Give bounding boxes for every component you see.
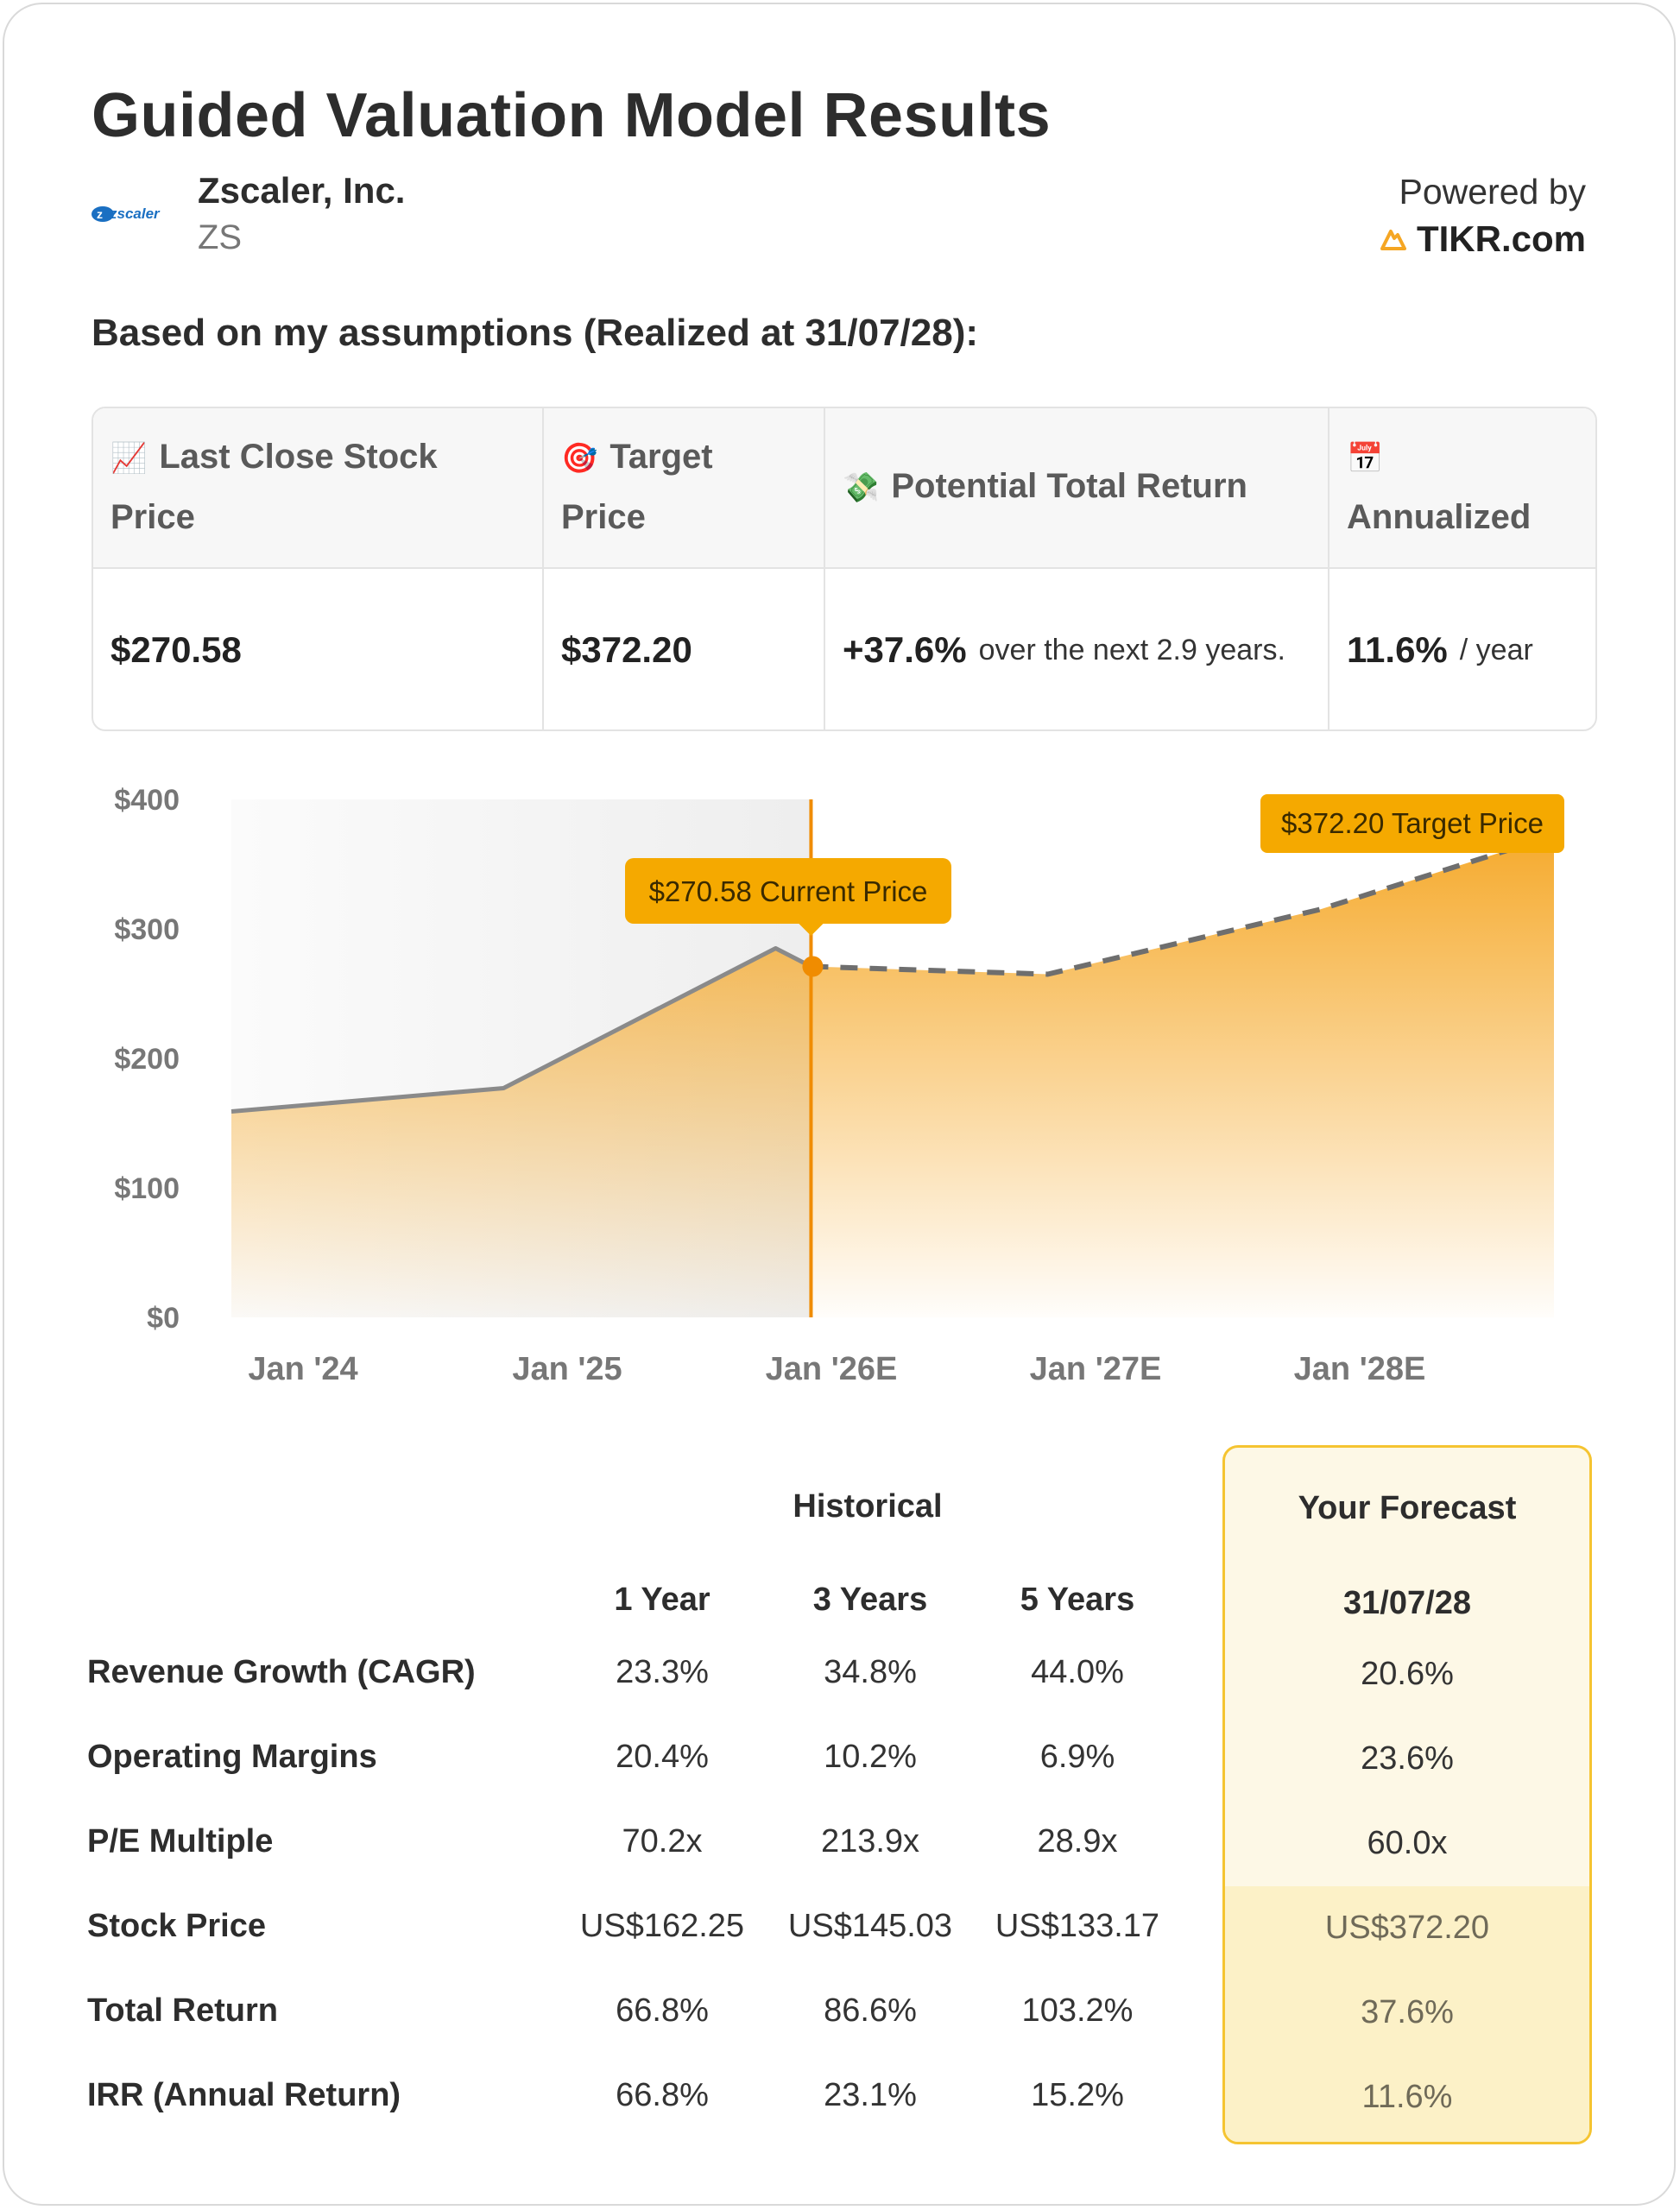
total-return-note: over the next 2.9 years. [978, 633, 1285, 666]
total-return-value: +37.6% [843, 629, 967, 670]
current-price-marker [802, 956, 824, 977]
price-chart: $400 $300 $200 $100 $0 Jan '24 Jan '25 Jan '26E… [114, 784, 1564, 1387]
stat-cell: 6.9% [1039, 1739, 1115, 1775]
stat-cell: US$145.03 [787, 1908, 953, 1944]
forecast-panel-highlight [1225, 1886, 1589, 2142]
metric-annualized: 📅 Annualized 11.6% / year [1328, 408, 1595, 729]
col-header-5-years: 5 Years [1020, 1582, 1135, 1618]
stat-cell: 44.0% [1031, 1654, 1124, 1690]
metric-total-return-value: +37.6% over the next 2.9 years. [843, 569, 1285, 729]
assumptions-subtitle: Based on my assumptions (Realized at 31/… [92, 312, 979, 354]
forecast-panel [1222, 1445, 1592, 2144]
metric-last-close-value: $270.58 [111, 629, 242, 670]
metrics-table: 📈 Last Close Stock Price $270.58 🎯 Target Pr… [92, 407, 1597, 731]
stat-row-label: IRR (Annual Return) [87, 2077, 401, 2113]
calendar-icon: 📅 [1347, 442, 1384, 475]
metric-annualized-label: 📅 Annualized [1347, 442, 1532, 536]
historical-title: Historical [793, 1488, 943, 1525]
metric-target-value: $372.20 [561, 629, 692, 670]
stat-row-label: Operating Margins [87, 1739, 377, 1775]
x-tick-label: Jan '28E [1294, 1351, 1426, 1387]
metric-target: 🎯 Target Price $372.20 [542, 408, 824, 729]
stat-cell: 103.2% [1021, 1992, 1134, 2029]
stat-forecast-cell: 60.0x [1367, 1825, 1448, 1861]
company-name: Zscaler, Inc. [198, 170, 406, 211]
powered-by-label: Powered by [1399, 172, 1586, 212]
stat-row-label: P/E Multiple [87, 1823, 274, 1860]
x-tick-label: Jan '26E [766, 1351, 898, 1387]
stat-cell: 15.2% [1031, 2077, 1124, 2113]
y-tick-label: $0 [147, 1302, 180, 1335]
stat-cell: 66.8% [616, 2077, 709, 2113]
metric-total-return: 💸 Potential Total Return +37.6% over the … [824, 408, 1328, 729]
historical-price-line [231, 946, 812, 1114]
annualized-value: 11.6% [1347, 629, 1448, 670]
logo-text: zscaler [109, 205, 161, 222]
stat-forecast-cell: 11.6% [1361, 2079, 1453, 2115]
metric-target-label: 🎯 Target Price [561, 438, 713, 536]
price-area [231, 836, 1554, 1317]
chart-increasing-icon: 📈 [111, 442, 148, 475]
stat-cell: US$162.25 [579, 1908, 745, 1944]
stat-cell: US$133.17 [995, 1908, 1160, 1944]
stat-cell: 20.4% [616, 1739, 709, 1775]
forecast-price-line [811, 833, 1555, 977]
tikr-brand-text: TIKR.com [1416, 218, 1586, 259]
metric-last-close-label: 📈 Last Close Stock Price [111, 438, 438, 536]
target-price-label-bg [1260, 794, 1564, 853]
tikr-brand[interactable]: TIKR.com [1380, 218, 1586, 260]
stat-cell: 23.3% [616, 1654, 709, 1690]
stat-cell: 213.9x [820, 1823, 920, 1860]
target-price-label: $372.20 Target Price [1281, 807, 1544, 839]
metric-last-close: 📈 Last Close Stock Price $270.58 [93, 408, 542, 729]
tikr-logo-icon [1380, 230, 1406, 250]
bullseye-icon: 🎯 [561, 442, 598, 475]
y-tick-label: $300 [114, 913, 180, 946]
company-ticker: ZS [198, 218, 243, 256]
stat-cell: 23.1% [824, 2077, 917, 2113]
stat-forecast-cell: 20.6% [1361, 1656, 1454, 1692]
stat-row-label: Stock Price [87, 1908, 266, 1944]
metrics-header-row [93, 408, 1595, 569]
x-tick-label: Jan '25 [512, 1351, 622, 1387]
stat-cell: 66.8% [616, 1992, 709, 2029]
col-header-1-year: 1 Year [614, 1582, 711, 1618]
svg-text:z: z [97, 207, 103, 221]
y-tick-label: $200 [114, 1043, 180, 1076]
col-header-3-years: 3 Years [812, 1582, 928, 1618]
current-price-label-bg [625, 858, 951, 924]
y-tick-label: $400 [114, 784, 180, 817]
metric-annualized-value: 11.6% / year [1347, 569, 1533, 729]
money-with-wings-icon: 💸 [843, 471, 880, 504]
stat-cell: 86.6% [824, 1992, 917, 2029]
stat-cell: 70.2x [622, 1823, 703, 1860]
stat-forecast-cell: 23.6% [1361, 1740, 1454, 1777]
annualized-note: / year [1459, 633, 1533, 666]
zscaler-logo: z zscaler [92, 205, 161, 222]
x-tick-label: Jan '24 [248, 1351, 357, 1387]
forecast-date: 31/07/28 [1343, 1585, 1471, 1621]
x-tick-label: Jan '27E [1030, 1351, 1162, 1387]
stat-cell: 34.8% [824, 1654, 917, 1690]
stat-forecast-cell: US$372.20 [1324, 1910, 1490, 1946]
stat-row-label: Total Return [87, 1992, 278, 2029]
stat-cell: 10.2% [824, 1739, 917, 1775]
y-tick-label: $100 [114, 1172, 180, 1205]
metric-total-return-label: 💸 Potential Total Return [843, 467, 1247, 505]
current-price-label: $270.58 Current Price [649, 875, 928, 907]
stat-cell: 28.9x [1037, 1823, 1118, 1860]
stat-forecast-cell: 37.6% [1361, 1994, 1454, 2030]
stats-table: Historical Your Forecast 1 Year 3 Years … [0, 1433, 1680, 2158]
forecast-title: Your Forecast [1298, 1490, 1517, 1526]
page-title: Guided Valuation Model Results [92, 81, 1052, 150]
current-price-label-pointer [799, 924, 824, 936]
stat-row-label: Revenue Growth (CAGR) [87, 1654, 476, 1690]
